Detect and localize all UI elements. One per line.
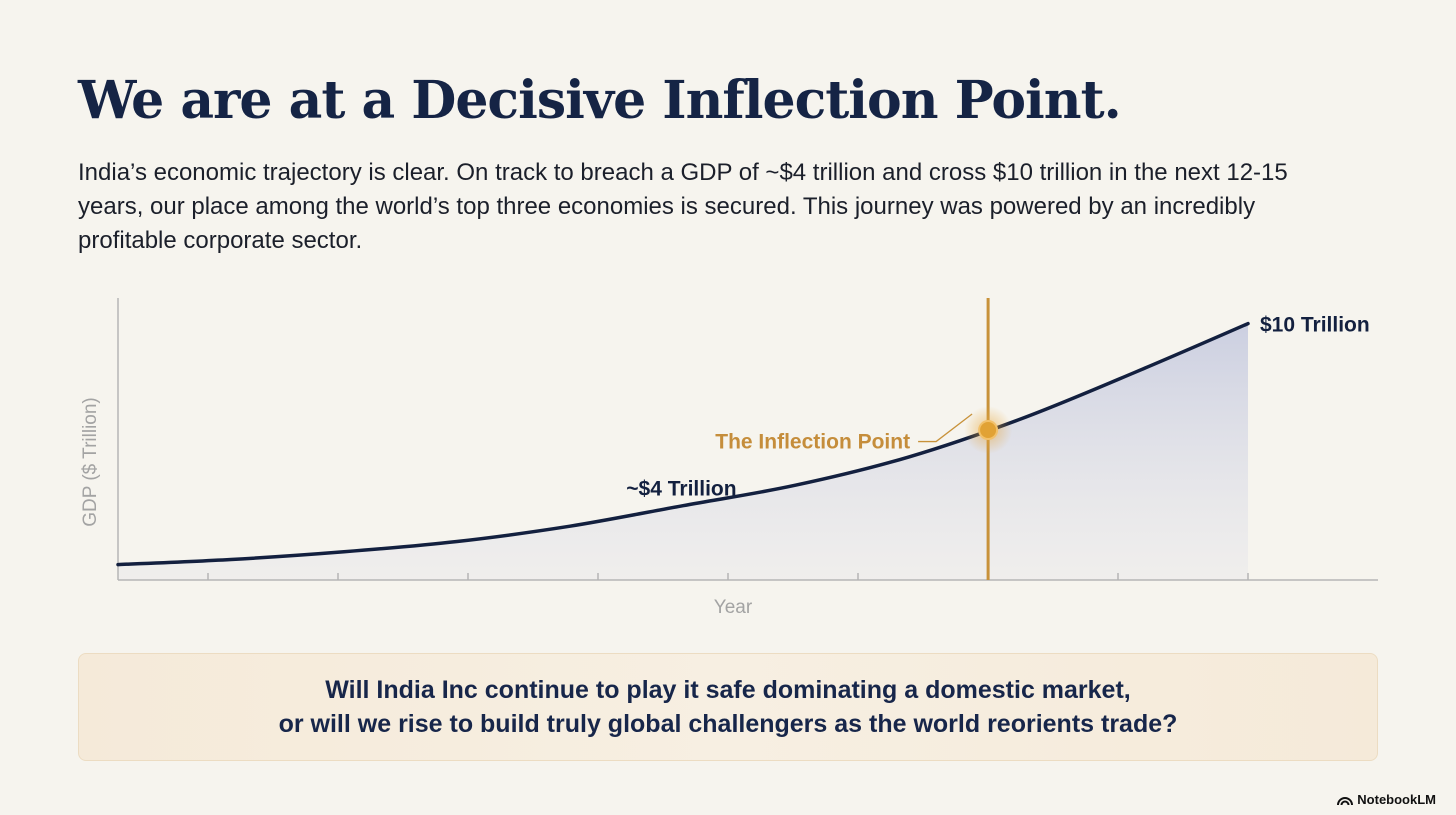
inflection-point-label: The Inflection Point	[715, 431, 910, 454]
callout-line-1: Will India Inc continue to play it safe …	[325, 676, 1131, 704]
inflection-leader-line	[918, 413, 973, 443]
notebooklm-logo-icon	[1337, 796, 1354, 805]
page-title: We are at a Decisive Inflection Point.	[78, 70, 1122, 131]
gdp-line	[116, 321, 1250, 567]
x-axis-label: Year	[714, 597, 753, 618]
brand-badge: NotebookLM	[1337, 792, 1436, 807]
question-callout: Will India Inc continue to play it safe …	[78, 653, 1378, 761]
brand-label: NotebookLM	[1357, 792, 1436, 807]
inflection-point-marker	[978, 420, 999, 441]
gdp-area-fill	[118, 323, 1248, 580]
four-trillion-label: ~$4 Trillion	[626, 478, 736, 501]
intro-paragraph: India’s economic trajectory is clear. On…	[78, 159, 1288, 254]
callout-line-2: or will we rise to build truly global ch…	[278, 710, 1178, 738]
y-axis-label: GDP ($ Trillion)	[80, 397, 101, 527]
gdp-chart: The Inflection Point ~$4 Trillion $10 Tr…	[80, 298, 1378, 618]
ten-trillion-label: $10 Trillion	[1260, 314, 1370, 337]
